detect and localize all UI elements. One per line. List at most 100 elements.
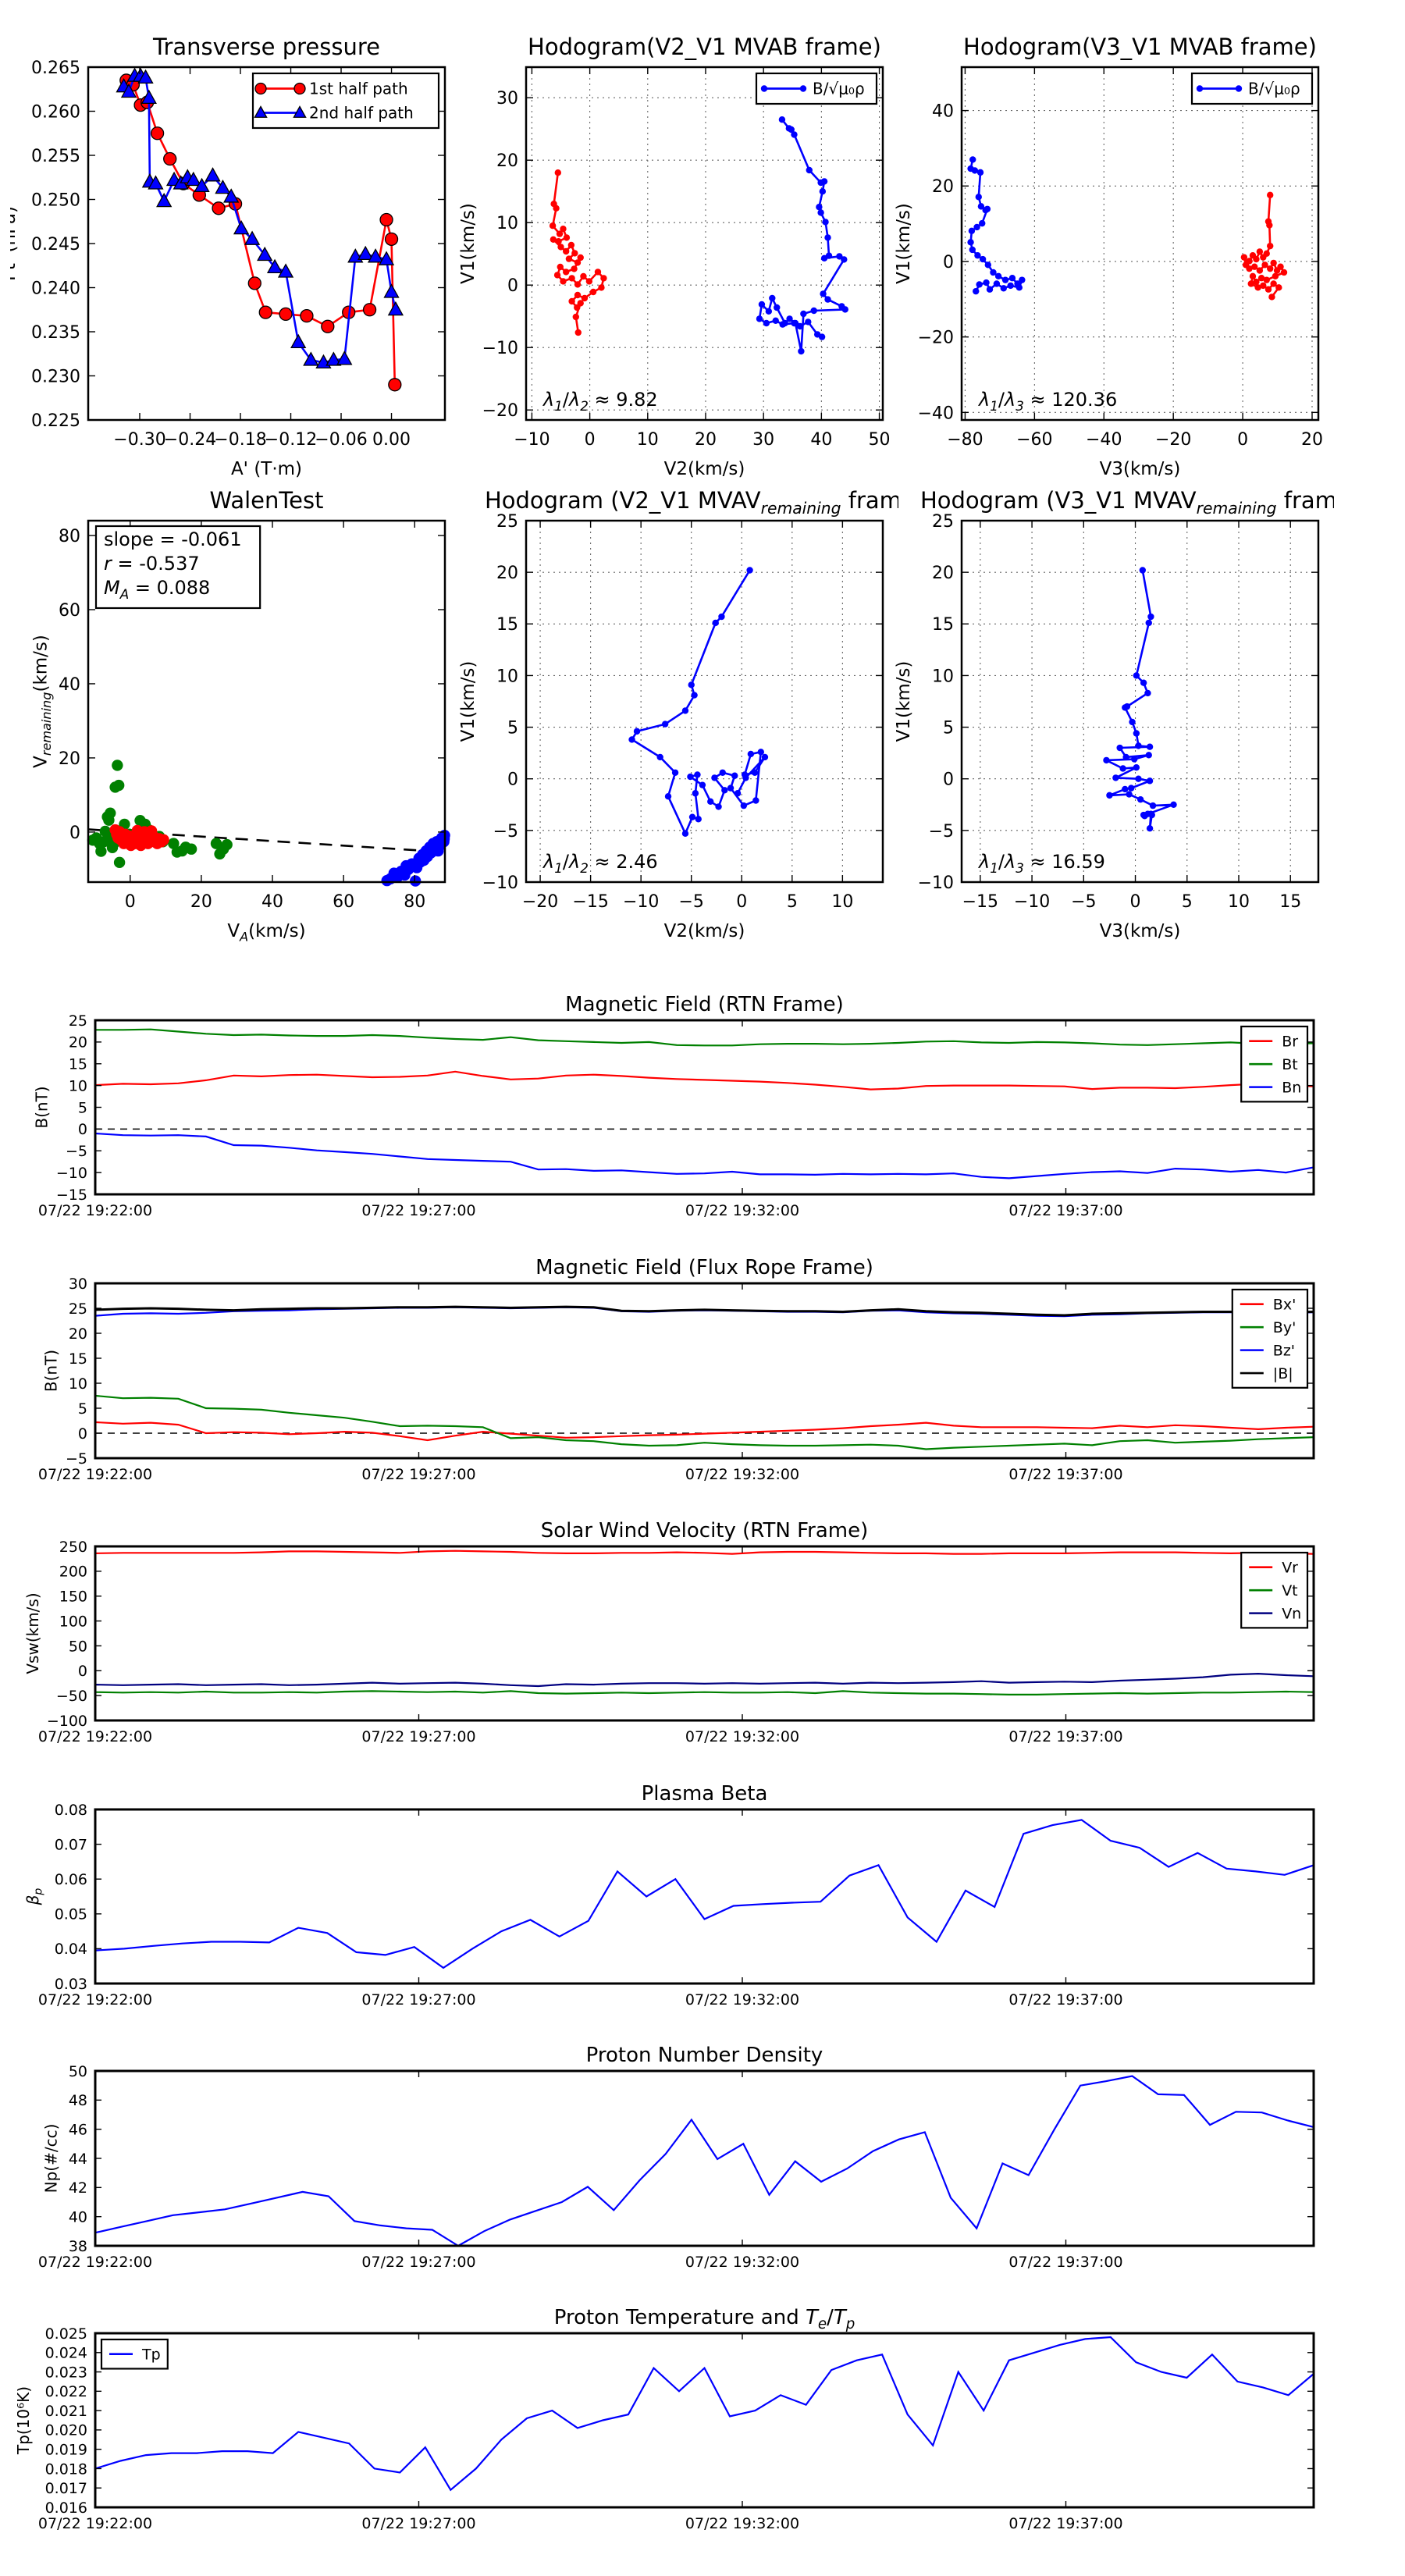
legend-label: |B| [1273, 1365, 1293, 1382]
chart-title: WalenTest [210, 487, 324, 514]
chart-canvas: 07/22 19:22:00 07/22 19:27:00 07/22 19:32:… [23, 1782, 1315, 2008]
x-tick-label: 07/22 19:22:00 [38, 1991, 152, 2008]
y-tick-label: 50 [69, 1638, 87, 1655]
x-tick-label: 07/22 19:27:00 [361, 1991, 475, 2008]
x-tick-label: 07/22 19:22:00 [38, 1728, 152, 1745]
annotation: λ1/λ2 ≈ 9.82 [542, 389, 658, 414]
chart-title: Hodogram(V3_V1 MVAB frame) [963, 34, 1317, 60]
x-tick-label: −20 [522, 892, 558, 912]
series-2nd half path [116, 67, 404, 369]
y-axis-label: B(nT) [41, 1350, 60, 1392]
legend-label: 1st half path [309, 80, 408, 98]
y-tick-label: −15 [56, 1187, 87, 1204]
plot-pE: 07/22 19:22:00 07/22 19:27:00 07/22 19:32:… [38, 2044, 1315, 2271]
series-Tp [94, 2336, 1314, 2492]
y-axis-label: Vremaining(km/s) [31, 635, 55, 768]
x-tick-label: −10 [1014, 892, 1050, 912]
y-tick-label: 0.07 [55, 1836, 87, 1853]
chart-canvas: 0 20 40 60 80 0 20 40 60 80 WalenTest VA(km/s) Vrema… [31, 487, 450, 945]
y-tick-label: 0.265 [31, 59, 80, 78]
grid [526, 67, 883, 420]
ticks: −80 −60 −40 −20 0 20 −40 −20 0 20 40 [918, 67, 1323, 450]
y-tick-label: 0.225 [31, 411, 80, 431]
x-tick-label: −15 [572, 892, 608, 912]
axes-frame [960, 519, 1320, 884]
series-V [1103, 567, 1177, 832]
y-tick-label: 10 [932, 667, 954, 686]
legend-label: Bz' [1273, 1342, 1295, 1359]
x-tick-label: 07/22 19:37:00 [1008, 1466, 1122, 1483]
x-tick-label: 07/22 19:32:00 [685, 2515, 799, 2532]
y-tick-label: 42 [69, 2179, 87, 2197]
y-tick-label: 46 [69, 2122, 87, 2139]
ticks: 07/22 19:22:00 07/22 19:27:00 07/22 19:32:… [38, 1802, 1314, 2008]
grid [526, 520, 883, 883]
stats-line: MA = 0.088 [104, 577, 210, 602]
legend-label: By' [1273, 1319, 1297, 1336]
legend-label: Vt [1282, 1582, 1297, 1599]
y-axis-label: Tp(10⁶K) [17, 2386, 33, 2455]
x-tick-label: 50 [869, 430, 891, 450]
legend-label: Vn [1282, 1605, 1301, 1622]
series-B/√μ₀ρ [967, 156, 1026, 295]
y-tick-label: 25 [69, 1300, 87, 1318]
y-tick-label: 0.018 [45, 2460, 87, 2478]
y-axis-label: Pt' (nPa) [10, 206, 20, 281]
plot-pD: 07/22 19:22:00 07/22 19:27:00 07/22 19:32:… [23, 1782, 1315, 2008]
chart-canvas: 07/22 19:22:00 07/22 19:27:00 07/22 19:32:… [38, 2044, 1315, 2271]
legend: B/√μ₀ρ [1190, 72, 1314, 105]
y-tick-label: 0.016 [45, 2500, 87, 2517]
x-tick-label: 07/22 19:27:00 [361, 1466, 475, 1483]
y-tick-label: 0.230 [31, 367, 80, 386]
x-axis-label: V3(km/s) [1100, 459, 1181, 479]
y-tick-label: 0 [507, 770, 518, 790]
series-outer [87, 760, 233, 869]
chart-title: Proton Temperature and Te/Tp [554, 2306, 855, 2332]
x-tick-label: 07/22 19:27:00 [361, 2515, 475, 2532]
x-tick-label: 5 [1182, 892, 1193, 912]
ticks: −10 0 10 20 30 40 50 −20 −10 0 10 20 30 [482, 67, 891, 450]
chart-canvas: −0.30−0.24−0.18−0.12−0.06 0.00 0.225 0.230 0… [10, 34, 446, 479]
x-tick-label: 0 [125, 892, 136, 912]
x-tick-label: −5 [678, 892, 703, 912]
legend-label: 2nd half path [309, 104, 414, 123]
chart-transverse-pressure: −0.30 −0.24 −0.18 −0.12 −0.06 0.00 0.225 0.230 0… [10, 16, 461, 494]
x-tick-label: −0.24 [164, 430, 216, 450]
y-tick-label: 0.023 [45, 2364, 87, 2381]
panel-proton-density: 07/22 19:22:00 07/22 19:27:00 07/22 19:32:… [17, 2036, 1388, 2286]
ticks: −20 −15 −10 −5 0 5 10 −10 −5 0 5 10 15 20 25 [482, 512, 883, 912]
series-Vt [94, 1690, 1314, 1695]
y-tick-label: 0.017 [45, 2480, 87, 2497]
y-tick-label: −20 [918, 329, 954, 348]
y-tick-label: 150 [59, 1589, 87, 1606]
x-tick-label: 07/22 19:22:00 [38, 2254, 152, 2271]
x-tick-label: −0.06 [315, 430, 367, 450]
y-tick-label: 25 [932, 512, 954, 532]
x-tick-label: 0 [736, 892, 747, 912]
y-tick-label: 0.08 [55, 1802, 87, 1819]
y-tick-label: 0 [78, 1663, 87, 1680]
x-axis-label: V2(km/s) [664, 921, 745, 941]
y-tick-label: 10 [496, 667, 518, 686]
y-tick-label: 0.025 [45, 2325, 87, 2343]
y-tick-label: 0.245 [31, 235, 80, 254]
chart-canvas: 07/22 19:22:00 07/22 19:27:00 07/22 19:32:… [17, 2306, 1315, 2532]
y-tick-label: 10 [69, 1375, 87, 1393]
legend: B/√μ₀ρ [755, 72, 878, 105]
x-tick-label: 07/22 19:22:00 [38, 1466, 152, 1483]
y-tick-label: −100 [47, 1713, 87, 1730]
x-tick-label: −0.30 [113, 430, 165, 450]
y-tick-label: 100 [59, 1613, 87, 1630]
axes-frame [525, 66, 884, 422]
y-tick-label: 0 [507, 276, 518, 296]
ticks: −15 −10 −5 0 5 10 15 −10 −5 0 5 10 15 20 25 [918, 512, 1318, 912]
x-tick-label: 07/22 19:37:00 [1008, 1202, 1122, 1219]
y-tick-label: 30 [496, 89, 518, 109]
x-tick-label: 40 [810, 430, 832, 450]
y-tick-label: 0.250 [31, 190, 80, 210]
y-tick-label: 40 [932, 102, 954, 122]
x-tick-label: 0 [1237, 430, 1248, 450]
x-tick-label: 20 [190, 892, 212, 912]
series-B/√μ₀ρ [756, 116, 848, 355]
